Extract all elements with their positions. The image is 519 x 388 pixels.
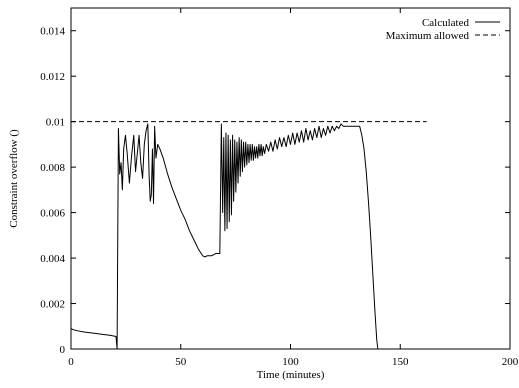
y-tick-label: 0.004 bbox=[40, 253, 65, 265]
y-tick-label: 0.012 bbox=[40, 71, 65, 83]
x-tick-label: 200 bbox=[502, 356, 519, 368]
y-tick-label: 0.01 bbox=[46, 117, 65, 129]
y-tick-label: 0 bbox=[60, 344, 66, 356]
series-layer bbox=[70, 121, 427, 350]
legend-label-maximum-allowed: Maximum allowed bbox=[386, 30, 470, 42]
x-tick-label: 0 bbox=[68, 356, 74, 368]
y-axis-title: Constraint overflow () bbox=[8, 129, 20, 228]
legend: Calculated Maximum allowed bbox=[386, 17, 500, 42]
x-axis-title: Time (minutes) bbox=[257, 369, 325, 381]
series-line-calculated bbox=[70, 123, 379, 350]
legend-label-calculated: Calculated bbox=[422, 17, 470, 29]
x-tick-label: 100 bbox=[282, 356, 299, 368]
plot-frame bbox=[70, 7, 511, 350]
y-tick-label: 0.006 bbox=[40, 208, 65, 220]
y-tick-label: 0.014 bbox=[40, 26, 65, 38]
x-tick-label: 150 bbox=[392, 356, 409, 368]
ticks: 0 50 100 150 200 0 0.002 0.004 0.006 0.008 0.01 0.0… bbox=[40, 8, 519, 368]
axes bbox=[70, 7, 511, 350]
x-tick-label: 50 bbox=[175, 356, 187, 368]
y-tick-label: 0.002 bbox=[40, 299, 65, 311]
y-tick-label: 0.008 bbox=[40, 162, 65, 174]
